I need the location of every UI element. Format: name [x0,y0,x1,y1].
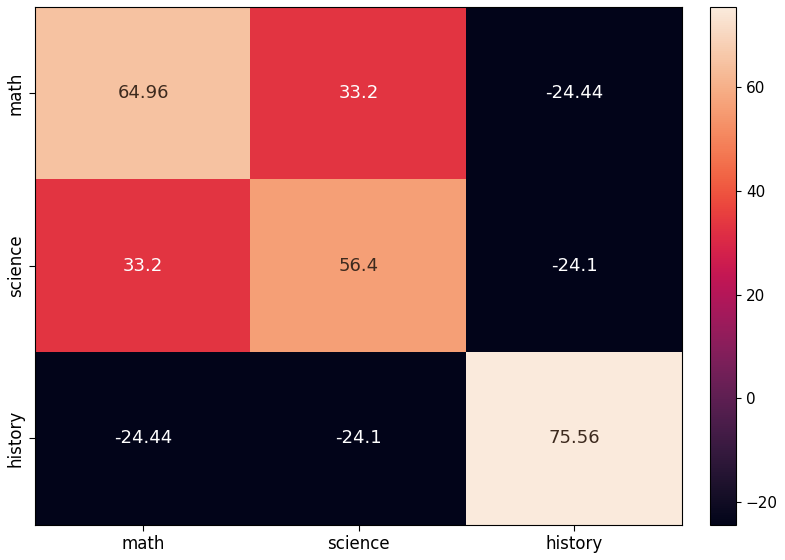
Text: -24.44: -24.44 [545,84,604,102]
Text: 33.2: 33.2 [338,84,379,102]
Text: -24.1: -24.1 [551,257,597,275]
Text: 33.2: 33.2 [123,257,163,275]
Text: 56.4: 56.4 [338,257,378,275]
Text: 75.56: 75.56 [549,430,600,447]
Text: -24.1: -24.1 [335,430,382,447]
Text: -24.44: -24.44 [114,430,172,447]
Text: 64.96: 64.96 [118,84,169,102]
